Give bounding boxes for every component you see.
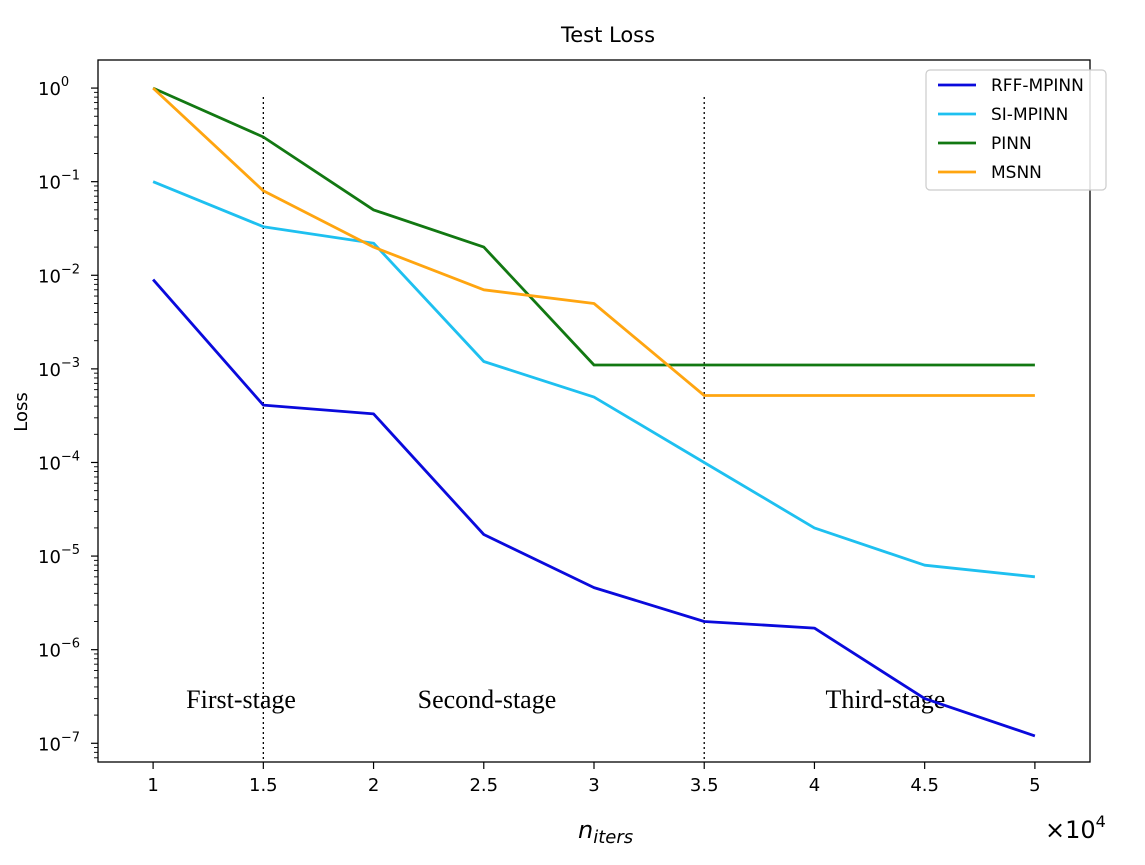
y-axis-label: Loss [11, 392, 32, 431]
x-tick-label: 2 [368, 775, 379, 796]
plot-frame [97, 59, 1091, 763]
y-tick-label: 10−3 [38, 356, 80, 381]
series-line-rff-mpinn [152, 278, 1036, 738]
x-tick-label: 2.5 [469, 775, 498, 796]
legend-label: PINN [991, 134, 1032, 154]
x-multiplier-base: ×10 [1045, 816, 1096, 844]
y-tick-label: 10−7 [38, 730, 80, 755]
chart-title: Test Loss [560, 23, 655, 47]
legend: RFF-MPINN SI-MPINN PINN MSNN [925, 69, 1107, 191]
y-tick-label-base: 10 [38, 734, 61, 755]
y-tick-label: 10−6 [38, 637, 80, 662]
y-tick-label-base: 10 [38, 360, 61, 381]
stage-label: Second-stage [418, 685, 557, 714]
y-tick-label-base: 10 [38, 453, 61, 474]
legend-label: RFF-MPINN [991, 76, 1084, 96]
y-tick-label-exponent: −3 [61, 356, 80, 371]
y-tick-label: 10−1 [38, 169, 80, 194]
x-axis-label: niters [578, 816, 633, 848]
y-tick-label-base: 10 [38, 547, 61, 568]
y-tick-label-exponent: −7 [61, 730, 80, 745]
y-tick-label-exponent: −5 [61, 543, 80, 558]
y-tick-label-base: 10 [38, 79, 61, 100]
y-tick-label-exponent: −2 [61, 262, 80, 277]
x-tick-label: 4.5 [910, 775, 939, 796]
x-tick-label: 1 [147, 775, 158, 796]
y-tick-label: 10−2 [38, 262, 80, 287]
y-tick-label-exponent: −6 [61, 637, 80, 652]
series-line-si-mpinn [152, 180, 1036, 579]
y-tick-label-base: 10 [38, 641, 61, 662]
y-tick-label: 10−4 [38, 449, 80, 474]
series-line-pinn [152, 86, 1035, 367]
legend-box [925, 69, 1107, 191]
x-tick-label: 3.5 [690, 775, 719, 796]
y-tick-label-base: 10 [38, 266, 61, 287]
x-tick-label: 4 [809, 775, 820, 796]
x-tick-label: 5 [1029, 775, 1040, 796]
y-tick-label-exponent: −1 [61, 169, 80, 184]
x-multiplier-exponent: 4 [1096, 812, 1106, 831]
x-axis-label-subscript: iters [593, 827, 633, 848]
x-axis-multiplier: ×104 [1045, 812, 1106, 844]
y-tick-label-exponent: −4 [61, 449, 80, 464]
y-tick-label: 10−5 [38, 543, 80, 568]
x-axis-ticks: 1 1.5 2 2.5 3 3.5 4 4.5 5 [147, 762, 1041, 796]
x-tick-label: 3 [588, 775, 599, 796]
x-axis-label-main: n [578, 816, 593, 844]
x-tick-label: 1.5 [249, 775, 278, 796]
y-tick-label: 100 [38, 75, 69, 100]
legend-label: SI-MPINN [991, 105, 1068, 125]
stage-label: First-stage [186, 685, 296, 714]
legend-label: MSNN [991, 163, 1042, 183]
y-tick-label-base: 10 [38, 173, 61, 194]
y-tick-label-exponent: 0 [61, 75, 69, 90]
series-line-msnn [152, 87, 1035, 397]
